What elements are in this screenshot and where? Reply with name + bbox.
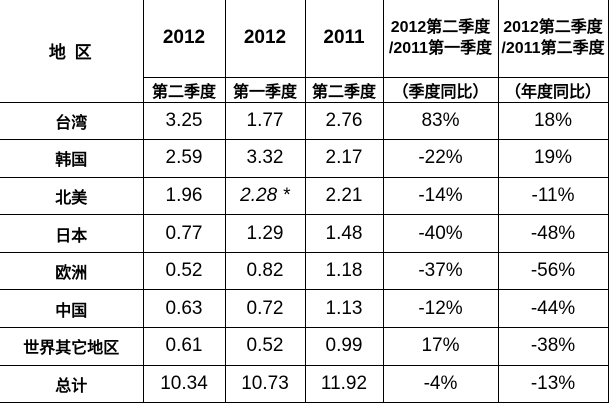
region-cell: 北美 <box>0 177 144 216</box>
region-cell: 总计 <box>0 365 144 403</box>
ratio-qoq-line1: 2012第二季度 <box>390 18 491 36</box>
value-cell: 10.34 <box>143 365 226 403</box>
value-cell: 10.73 <box>225 365 306 403</box>
table-row-taiwan: 台湾 3.25 1.77 2.76 83% 18% <box>0 102 609 141</box>
value-cell: 3.32 <box>225 139 306 178</box>
region-cell: 欧洲 <box>0 252 144 291</box>
ratio-yoy-line1: 2012第二季度 <box>503 18 603 36</box>
quarter-subheader-q2b: 第二季度 <box>305 77 384 103</box>
yoy-cell: -11% <box>498 177 609 216</box>
qoq-cell: -40% <box>383 214 499 253</box>
yoy-cell: 19% <box>498 139 609 178</box>
value-cell: 1.29 <box>225 214 306 253</box>
qoq-cell: -4% <box>383 365 499 403</box>
qoq-cell: 83% <box>383 102 499 141</box>
value-cell: 2.21 <box>305 177 384 216</box>
value-cell: 0.52 <box>225 327 306 366</box>
value-cell: 2.59 <box>143 139 226 178</box>
year-column-header-2011-q2: 2011 <box>305 0 384 78</box>
table-row-korea: 韩国 2.59 3.32 2.17 -22% 19% <box>0 139 609 178</box>
qoq-cell: -12% <box>383 289 499 329</box>
ratio-column-header-qoq: 2012第二季度 /2011第一季度 <box>383 0 499 78</box>
ratio-column-header-yoy: 2012第二季度 /2011第二季度 <box>498 0 609 78</box>
value-cell: 0.99 <box>305 327 384 366</box>
value-cell: 0.82 <box>225 252 306 291</box>
qoq-cell: -22% <box>383 139 499 178</box>
header-row-sub: 第二季度 第一季度 第二季度 （季度同比） （年度同比） <box>0 77 609 103</box>
value-cell: 1.96 <box>143 177 226 216</box>
table-row-total: 总计 10.34 10.73 11.92 -4% -13% <box>0 365 609 403</box>
qoq-cell: -37% <box>383 252 499 291</box>
yoy-subheader: （年度同比） <box>498 77 609 103</box>
value-cell: 11.92 <box>305 365 384 403</box>
table-row-japan: 日本 0.77 1.29 1.48 -40% -48% <box>0 214 609 253</box>
value-cell: 0.63 <box>143 289 226 329</box>
value-cell: 1.13 <box>305 289 384 329</box>
ratio-qoq-line2: /2011第一季度 <box>388 40 493 58</box>
region-column-header: 地 区 <box>0 0 144 103</box>
quarter-subheader-q2: 第二季度 <box>143 77 226 103</box>
value-cell: 1.77 <box>225 102 306 141</box>
region-cell: 台湾 <box>0 102 144 141</box>
quarter-subheader-q1: 第一季度 <box>225 77 306 103</box>
table-row-rest-of-world: 世界其它地区 0.61 0.52 0.99 17% -38% <box>0 327 609 366</box>
value-cell: 0.77 <box>143 214 226 253</box>
value-cell: 0.52 <box>143 252 226 291</box>
yoy-cell: 18% <box>498 102 609 141</box>
ratio-yoy-line2: /2011第二季度 <box>501 40 605 58</box>
value-cell: 1.18 <box>305 252 384 291</box>
region-cell: 世界其它地区 <box>0 327 144 366</box>
table-row-north-america: 北美 1.96 2.28 * 2.21 -14% -11% <box>0 177 609 216</box>
qoq-cell: -14% <box>383 177 499 216</box>
value-cell: 2.17 <box>305 139 384 178</box>
yoy-cell: -38% <box>498 327 609 366</box>
yoy-cell: -48% <box>498 214 609 253</box>
yoy-cell: -13% <box>498 365 609 403</box>
table-row-china: 中国 0.63 0.72 1.13 -12% -44% <box>0 289 609 329</box>
year-column-header-2012-q2: 2012 <box>143 0 226 78</box>
region-cell: 中国 <box>0 289 144 329</box>
value-cell: 3.25 <box>143 102 226 141</box>
region-cell: 韩国 <box>0 139 144 178</box>
header-row-main: 地 区 2012 2012 2011 2012第二季度 /2011第一季度 20… <box>0 0 609 103</box>
yoy-cell: -44% <box>498 289 609 329</box>
region-cell: 日本 <box>0 214 144 253</box>
value-cell: 1.48 <box>305 214 384 253</box>
year-column-header-2012-q1: 2012 <box>225 0 306 78</box>
qoq-subheader: （季度同比） <box>383 77 499 103</box>
value-cell: 0.72 <box>225 289 306 329</box>
yoy-cell: -56% <box>498 252 609 291</box>
table-row-europe: 欧洲 0.52 0.82 1.18 -37% -56% <box>0 252 609 291</box>
value-cell: 2.76 <box>305 102 384 141</box>
value-cell: 0.61 <box>143 327 226 366</box>
value-cell-estimated: 2.28 * <box>225 177 306 216</box>
qoq-cell: 17% <box>383 327 499 366</box>
